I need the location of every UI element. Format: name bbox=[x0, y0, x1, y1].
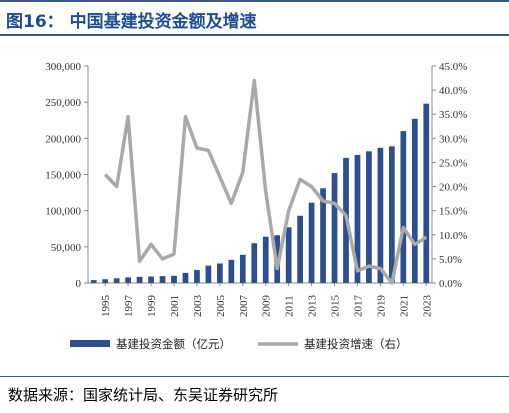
legend-label-line: 基建投资增速（右） bbox=[304, 337, 408, 351]
bar bbox=[113, 278, 120, 283]
right-tick-label: 40.0% bbox=[439, 85, 467, 97]
right-tick-label: 30.0% bbox=[439, 133, 467, 145]
right-tick-label: 20.0% bbox=[439, 182, 467, 194]
figure-title: 图16： 中国基建投资金额及增速 bbox=[6, 12, 257, 32]
bar bbox=[262, 236, 269, 283]
x-tick-label: 1995 bbox=[100, 295, 112, 318]
right-tick-label: 15.0% bbox=[439, 206, 467, 218]
bar bbox=[411, 118, 418, 283]
bar bbox=[90, 280, 97, 283]
left-tick-label: 200,000 bbox=[45, 133, 81, 145]
bar bbox=[159, 276, 166, 283]
bar bbox=[205, 265, 212, 283]
bar bbox=[423, 103, 430, 283]
left-tick-label: 100,000 bbox=[45, 206, 81, 218]
x-tick-label: 2003 bbox=[192, 295, 204, 318]
bar bbox=[171, 275, 177, 283]
source-divider bbox=[0, 376, 509, 377]
bar bbox=[400, 131, 407, 283]
growth-rate-line bbox=[103, 78, 428, 285]
bar bbox=[125, 277, 131, 283]
right-tick-label: 35.0% bbox=[439, 109, 467, 121]
x-tick-label: 2001 bbox=[169, 295, 181, 317]
bar bbox=[239, 254, 246, 283]
bar bbox=[320, 188, 326, 283]
bar bbox=[297, 215, 303, 283]
x-tick-label: 2005 bbox=[215, 295, 227, 318]
x-tick-label: 2009 bbox=[261, 295, 273, 318]
x-tick-label: 2015 bbox=[330, 295, 342, 318]
bar bbox=[148, 276, 154, 283]
x-tick-label: 2023 bbox=[421, 295, 433, 318]
right-tick-label: 25.0% bbox=[439, 157, 467, 169]
figure-title-bar: 图16： 中国基建投资金额及增速 bbox=[0, 0, 509, 36]
left-tick-label: 300,000 bbox=[45, 61, 81, 73]
bar bbox=[366, 151, 372, 283]
bar bbox=[102, 279, 109, 283]
x-tick-label: 1997 bbox=[123, 295, 135, 318]
bar bbox=[308, 202, 315, 283]
legend-label-bar: 基建投资金额（亿元） bbox=[116, 337, 231, 351]
right-tick-label: 10.0% bbox=[439, 230, 467, 242]
bar bbox=[285, 227, 292, 283]
bar bbox=[354, 154, 361, 283]
x-tick-label: 2021 bbox=[398, 295, 410, 317]
x-tick-label: 1999 bbox=[146, 295, 158, 318]
x-tick-label: 2019 bbox=[375, 295, 387, 318]
bar bbox=[136, 276, 143, 283]
bar bbox=[331, 173, 338, 283]
legend-swatch-bar bbox=[70, 340, 110, 347]
x-tick-label: 2011 bbox=[284, 295, 296, 317]
left-tick-label: 150,000 bbox=[45, 170, 81, 182]
right-tick-label: 5.0% bbox=[439, 254, 462, 266]
bar bbox=[389, 146, 395, 283]
x-tick-label: 2007 bbox=[238, 295, 250, 318]
source-note: 数据来源：国家统计局、东吴证券研究所 bbox=[8, 386, 279, 404]
bar bbox=[377, 147, 384, 283]
chart: 0 50,000 100,000 150,000 200,000 250,000 300,0… bbox=[45, 61, 467, 351]
bar bbox=[217, 263, 223, 283]
right-tick-label: 45.0% bbox=[439, 61, 467, 73]
left-tick-label: 50,000 bbox=[51, 242, 82, 254]
x-tick-label: 2013 bbox=[307, 295, 319, 318]
x-tick-label: 2017 bbox=[352, 295, 364, 318]
left-tick-label: 0 bbox=[76, 278, 82, 290]
left-tick-label: 250,000 bbox=[45, 97, 81, 109]
bar bbox=[228, 259, 235, 283]
bar bbox=[251, 243, 258, 283]
bar bbox=[182, 272, 189, 283]
bar bbox=[194, 269, 200, 283]
right-tick-label: 0.0% bbox=[439, 278, 462, 290]
